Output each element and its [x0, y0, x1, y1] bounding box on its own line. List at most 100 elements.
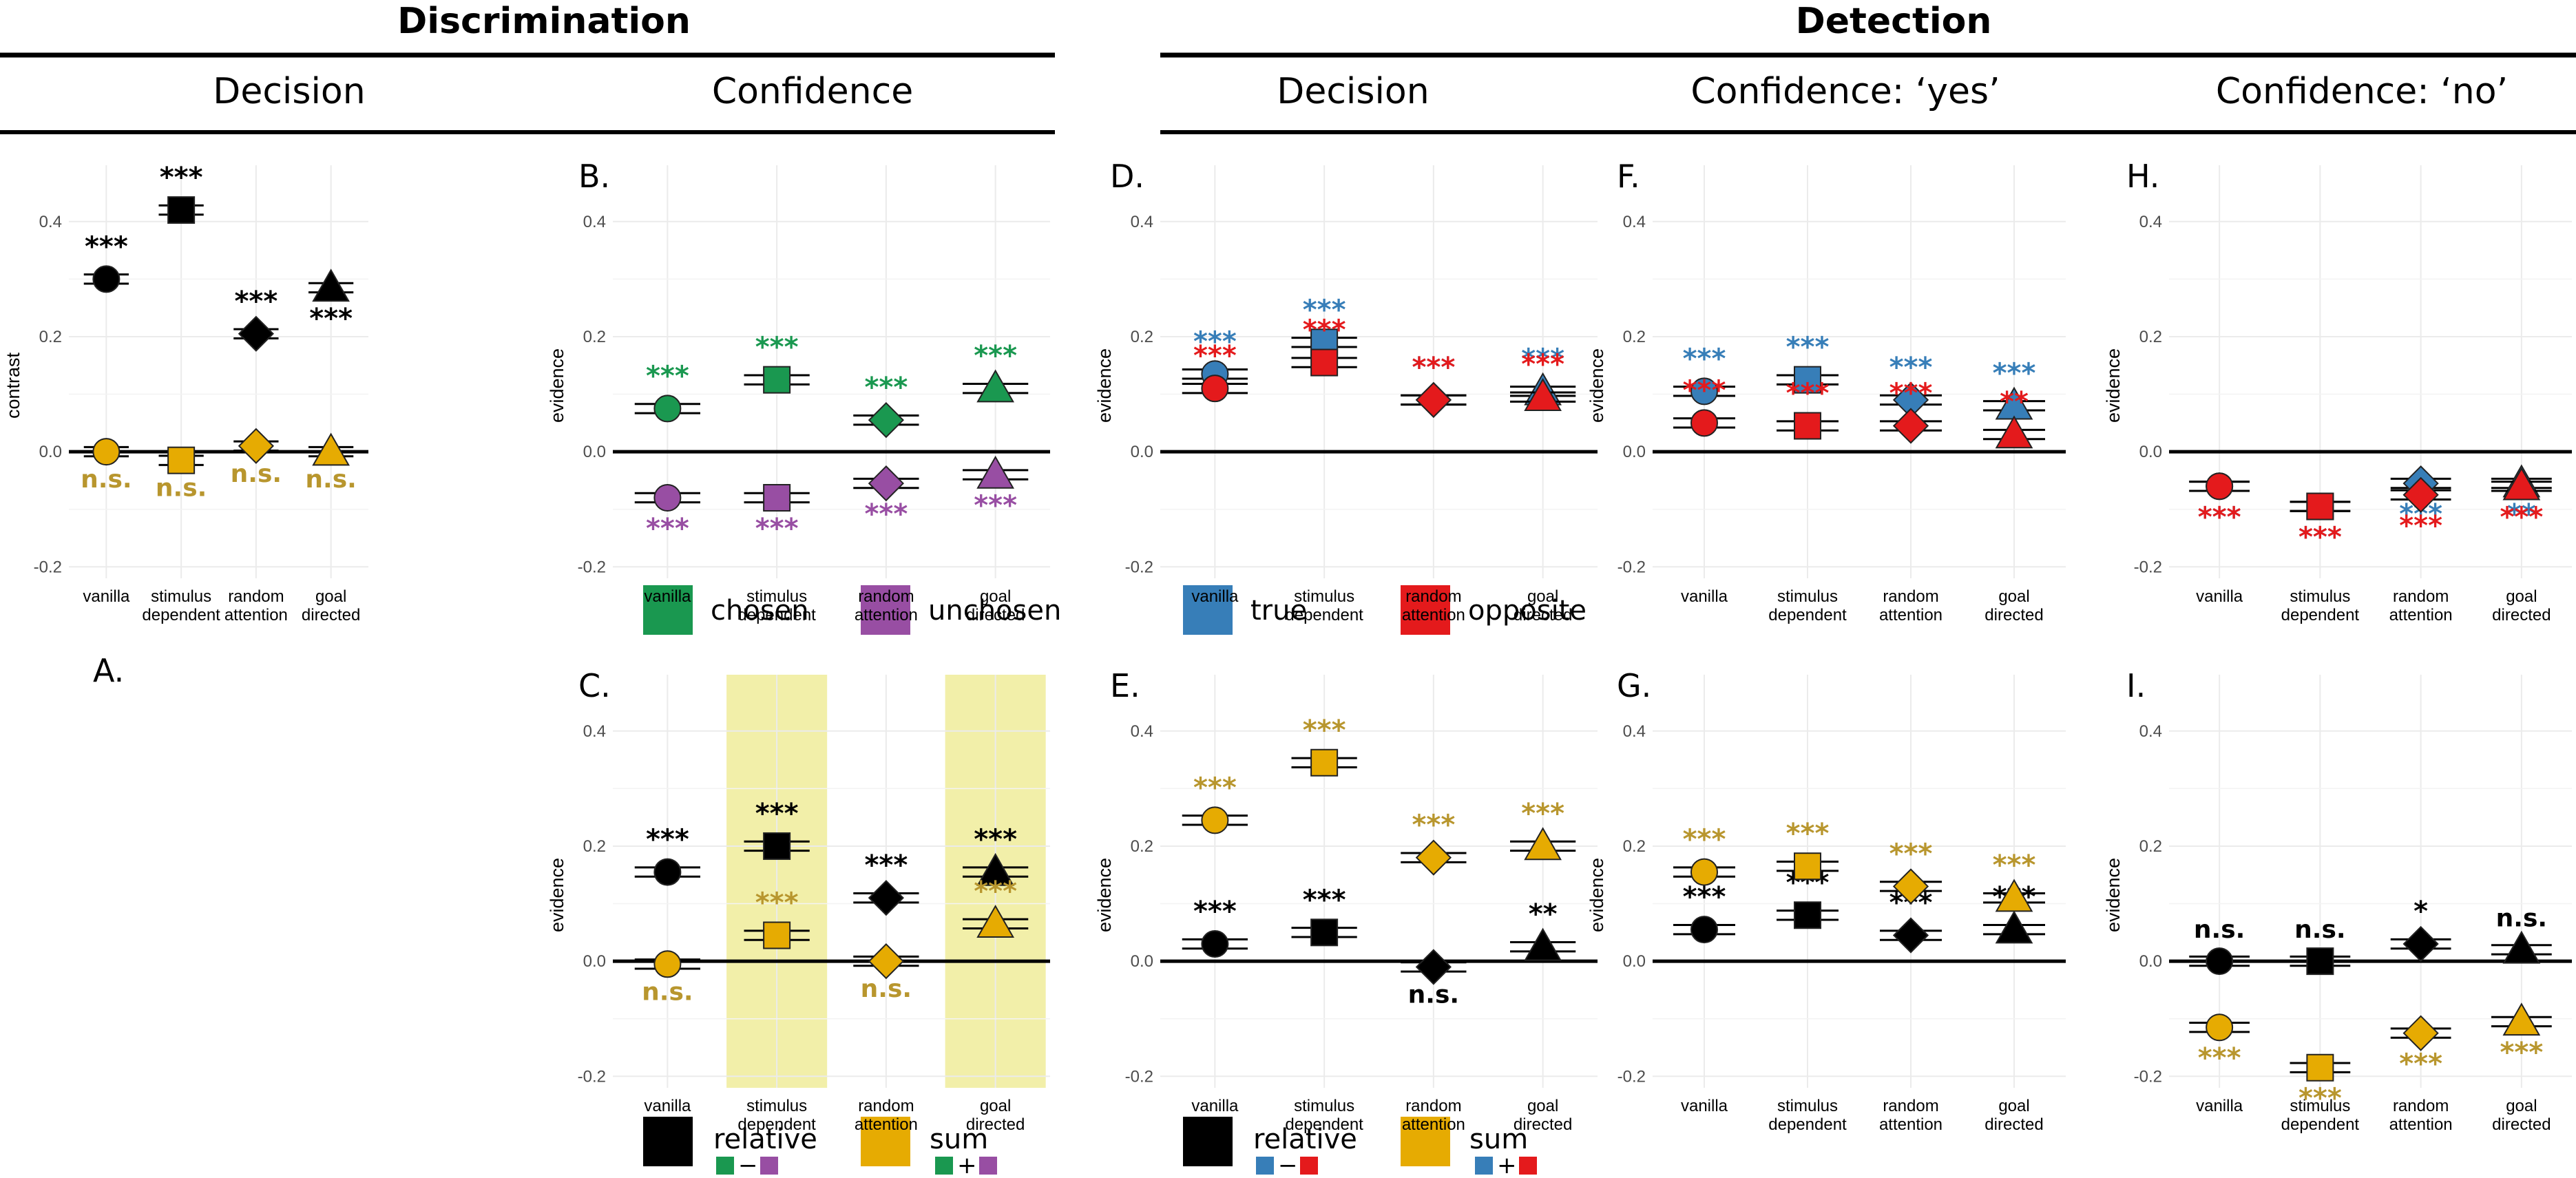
- category-label: goal: [980, 587, 1011, 606]
- significance-label: ***: [2198, 501, 2241, 533]
- y-axis-label: evidence: [1587, 348, 1607, 423]
- category-label: directed: [2492, 1115, 2551, 1134]
- y-tick-label: -0.2: [578, 1067, 606, 1086]
- data-point-opposite: [2502, 467, 2541, 501]
- significance-label: ***: [755, 798, 799, 830]
- panel-label: D.: [1110, 158, 1144, 195]
- legend-swatch-sum: [861, 1117, 910, 1166]
- panel-a: A. 0.4 0.2 0.0 -0.2 contrast vanilla stimulusde…: [3, 162, 368, 689]
- y-axis-label: evidence: [1587, 858, 1607, 932]
- y-tick-label: 0.4: [39, 213, 62, 231]
- significance-label: ***: [1521, 349, 1564, 381]
- data-point-opposite: [1690, 409, 1718, 437]
- category-label: goal: [1527, 1097, 1558, 1115]
- significance-label: n.s.: [81, 465, 132, 494]
- y-axis-label: evidence: [2103, 858, 2124, 932]
- panel-label: I.: [2126, 667, 2146, 704]
- data-point-relative: [92, 265, 121, 293]
- y-tick-label: 0.4: [2139, 722, 2162, 741]
- category-label: dependent: [2281, 1115, 2360, 1134]
- legend-label-true: true: [1250, 595, 1307, 627]
- significance-label: ***: [1683, 375, 1726, 406]
- category-label: goal: [1527, 587, 1558, 606]
- significance-label: ***: [1889, 838, 1933, 870]
- category-label: random: [2393, 1097, 2449, 1115]
- significance-label: n.s.: [231, 460, 282, 488]
- y-tick-label: 0.4: [1623, 213, 1646, 231]
- category-label: goal: [1998, 1097, 2029, 1115]
- data-point-sum: [1794, 852, 1821, 881]
- y-axis-label: evidence: [2103, 348, 2124, 423]
- data-point-sum: [2502, 1002, 2541, 1036]
- panel-label: A.: [93, 652, 124, 689]
- y-tick-label: 0.0: [1131, 952, 1153, 971]
- category-label: stimulus: [1294, 587, 1354, 606]
- category-label: goal: [1998, 587, 2029, 606]
- category-label: attention: [1879, 1115, 1943, 1134]
- significance-label: ***: [1993, 850, 2036, 881]
- data-point-relative: [1794, 901, 1821, 929]
- significance-label: ***: [1193, 772, 1237, 803]
- category-label: directed: [2492, 606, 2551, 624]
- data-point-opposite: [1892, 408, 1929, 444]
- data-point-relative: [1690, 916, 1718, 944]
- legend-op-minus: −: [738, 1152, 758, 1178]
- legend-mini-opposite: [1300, 1157, 1318, 1175]
- y-tick-label: 0.0: [583, 443, 606, 461]
- y-tick-label: 0.2: [1623, 328, 1646, 346]
- y-tick-label: 0.2: [2139, 328, 2162, 346]
- significance-label: ***: [2399, 1049, 2442, 1080]
- y-tick-label: -0.2: [2134, 558, 2162, 576]
- y-tick-label: 0.2: [583, 328, 606, 346]
- data-point-chosen: [763, 366, 791, 394]
- header-discrimination-decision: Decision: [213, 71, 365, 112]
- legend-label-relative: relative: [713, 1124, 817, 1155]
- category-label: vanilla: [644, 1097, 691, 1115]
- y-tick-label: 0.0: [2139, 952, 2162, 971]
- category-label: stimulus: [1777, 587, 1838, 606]
- data-point-relative: [2306, 947, 2334, 976]
- category-label: stimulus: [746, 587, 807, 606]
- y-tick-label: 0.0: [1131, 443, 1153, 461]
- legend-label-opposite: opposite: [1468, 595, 1587, 627]
- legend-swatch-chosen: [643, 585, 693, 635]
- significance-label: ***: [2298, 522, 2342, 554]
- significance-label: ***: [309, 303, 353, 335]
- data-point-true: [1794, 366, 1821, 394]
- significance-label: ***: [974, 876, 1017, 907]
- legend-swatch-relative-2: [1183, 1117, 1233, 1166]
- y-axis-label: evidence: [1094, 348, 1115, 423]
- significance-label: ***: [1193, 340, 1237, 372]
- data-point-opposite: [1310, 348, 1339, 377]
- y-axis-label: evidence: [547, 858, 567, 932]
- data-point-opposite: [1415, 381, 1452, 419]
- significance-label: ***: [864, 372, 908, 403]
- significance-label: ***: [85, 231, 128, 262]
- significance-label: ***: [2500, 1037, 2543, 1069]
- panel-f: F. 0.4 0.2 0.0 -0.2 evidence vanilla stimulusde…: [1587, 158, 2066, 624]
- y-tick-label: 0.4: [1623, 722, 1646, 741]
- category-label: random: [1883, 587, 1938, 606]
- significance-label: ***: [864, 850, 908, 881]
- significance-label: ***: [864, 498, 908, 530]
- significance-label: n.s.: [2496, 904, 2547, 932]
- significance-label: ***: [755, 513, 799, 545]
- data-point-chosen: [976, 369, 1014, 403]
- category-label: dependent: [1768, 1115, 1847, 1134]
- significance-label: n.s.: [861, 975, 912, 1003]
- y-tick-label: 0.2: [583, 837, 606, 856]
- category-label: dependent: [1285, 1115, 1363, 1134]
- data-point-sum: [1415, 839, 1452, 876]
- significance-label: ***: [646, 513, 689, 545]
- header-detection-confidence-no: Confidence: ‘no’: [2216, 71, 2508, 112]
- panel-label: B.: [578, 158, 610, 195]
- data-point-chosen: [653, 395, 682, 423]
- data-point-relative: [1892, 917, 1929, 954]
- category-label: goal: [315, 587, 346, 606]
- significance-label: ***: [755, 887, 799, 919]
- legend-label-unchosen: unchosen: [928, 595, 1061, 627]
- significance-label: ***: [2298, 1083, 2342, 1115]
- significance-label: ***: [2198, 501, 2241, 533]
- category-label: vanilla: [1191, 1097, 1239, 1115]
